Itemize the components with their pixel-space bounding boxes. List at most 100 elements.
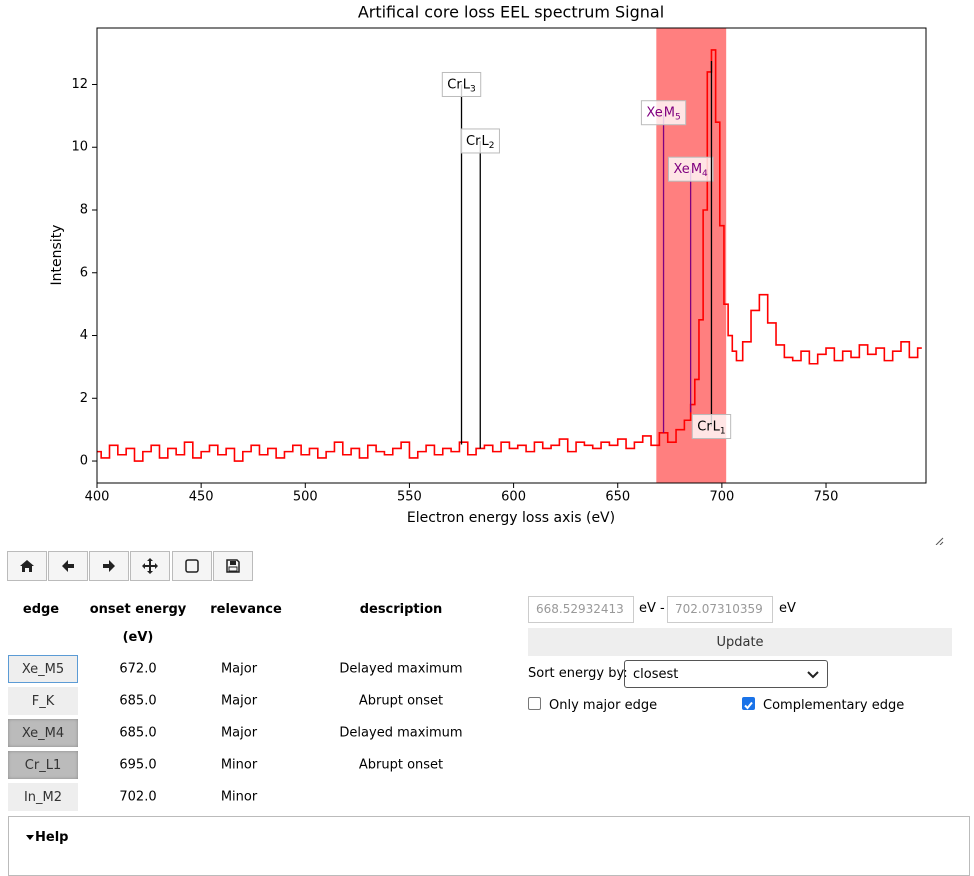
y-tick-label: 12 (71, 77, 88, 92)
relevance: Major (220, 693, 258, 709)
relevance: Major (220, 725, 258, 741)
unit: eV (779, 601, 796, 616)
update-button[interactable]: Update (528, 628, 952, 656)
onset-energy: 685.0 (119, 725, 157, 741)
onset-energy: 685.0 (119, 693, 157, 709)
end-input[interactable]: 702.07310359 (667, 596, 773, 623)
sort-label: Sort energy by: (528, 666, 628, 681)
y-axis-label: Intensity (49, 225, 65, 286)
icon (62, 560, 74, 572)
icon (142, 558, 158, 574)
shell: L (713, 419, 721, 434)
y-tick-label: 8 (80, 203, 88, 218)
x-tick-label: 700 (709, 490, 734, 505)
edge-label-text: CrL3 (447, 77, 475, 94)
index: 2 (489, 140, 495, 150)
edge-label-text: XeM4 (673, 162, 708, 179)
start-input[interactable]: 668.52932413 (528, 596, 634, 623)
edge-button[interactable]: F_K (8, 687, 78, 715)
edge-button[interactable]: Xe_M4 (8, 719, 78, 747)
icon (185, 559, 199, 573)
y-tick-label: 0 (80, 454, 88, 469)
edge-label-text: CrL2 (466, 133, 494, 150)
complementary-checkbox[interactable] (742, 697, 755, 710)
description: Delayed maximum (339, 725, 463, 741)
shell: M (664, 105, 675, 120)
caret (26, 834, 34, 840)
home-button[interactable] (7, 551, 47, 581)
x-tick-label: 550 (397, 490, 422, 505)
description: Abrupt onset (358, 693, 444, 709)
forward-button[interactable] (89, 551, 129, 581)
index: 3 (470, 84, 476, 94)
element: Xe (646, 105, 662, 120)
icon (20, 560, 34, 572)
complementary-label: Complementary edge (763, 698, 905, 713)
edge-label-box (640, 100, 687, 126)
dropdown-arrow (807, 671, 819, 679)
help-panel: Help (8, 816, 970, 876)
edge-button[interactable]: Cr_L1 (8, 751, 78, 779)
edge-button[interactable]: Xe_M5 (8, 655, 78, 683)
icon (226, 559, 240, 573)
zoom-button[interactable] (172, 551, 212, 581)
column-header: onset energy (89, 602, 187, 617)
help-toggle[interactable]: Help (25, 830, 68, 845)
element: Cr (697, 419, 712, 434)
edge-label: CrL2 (460, 128, 500, 154)
shell: M (691, 162, 702, 177)
x-tick-label: 750 (814, 490, 839, 505)
check-mark (744, 701, 753, 710)
x-tick-label: 600 (501, 490, 526, 505)
index: 5 (675, 112, 681, 122)
y-tick-label: 4 (80, 328, 88, 343)
edge-label-text: XeM5 (646, 105, 680, 122)
relevance: Minor (220, 757, 258, 773)
column-header: description (359, 602, 443, 617)
shell: L (463, 77, 471, 92)
save-button[interactable] (213, 551, 253, 581)
separator: eV - (639, 601, 665, 616)
sort-value: closest (633, 667, 679, 682)
y-tick-label: 6 (80, 265, 88, 280)
element: Cr (447, 77, 462, 92)
edge-label: XeM4 (667, 156, 714, 182)
edge-label-box (667, 156, 714, 182)
chart: Artifical core loss EEL spectrum Signal … (49, 3, 944, 545)
edge-button[interactable]: In_M2 (8, 783, 78, 811)
column-unit: (eV) (122, 630, 154, 645)
plot-frame (96, 27, 927, 484)
shell: L (481, 133, 489, 148)
onset-energy: 672.0 (119, 661, 157, 677)
help-title: Help (35, 830, 69, 845)
relevance: Major (220, 661, 258, 677)
edge-label: CrL3 (441, 71, 482, 97)
y-tick-label: 10 (71, 140, 88, 155)
only-major-checkbox[interactable] (528, 697, 541, 710)
chart-title: Artifical core loss EEL spectrum Signal (358, 3, 664, 22)
edge-label: XeM5 (640, 100, 687, 126)
x-axis-label: Electron energy loss axis (eV) (407, 510, 615, 526)
onset-energy: 695.0 (119, 757, 157, 773)
x-tick-label: 400 (85, 490, 110, 505)
edge-label-text: CrL1 (697, 419, 725, 436)
index: 4 (702, 169, 708, 179)
x-tick-label: 450 (189, 490, 214, 505)
onset-energy: 702.0 (119, 789, 157, 805)
icon (103, 560, 115, 572)
edge-label-box (441, 71, 482, 97)
only-major-label: Only major edge (549, 698, 658, 713)
resize-handle[interactable] (935, 537, 944, 545)
column-header: relevance (210, 602, 282, 617)
element: Xe (673, 162, 689, 177)
pan-button[interactable] (130, 551, 170, 581)
edge-label-box (460, 128, 500, 154)
element: Cr (466, 133, 481, 148)
edge-label: CrL1 (691, 414, 732, 440)
back-button[interactable] (48, 551, 88, 581)
description: Delayed maximum (339, 661, 463, 677)
y-tick-label: 2 (80, 391, 88, 406)
index: 1 (720, 426, 726, 436)
sort-select[interactable]: closest (624, 660, 828, 688)
